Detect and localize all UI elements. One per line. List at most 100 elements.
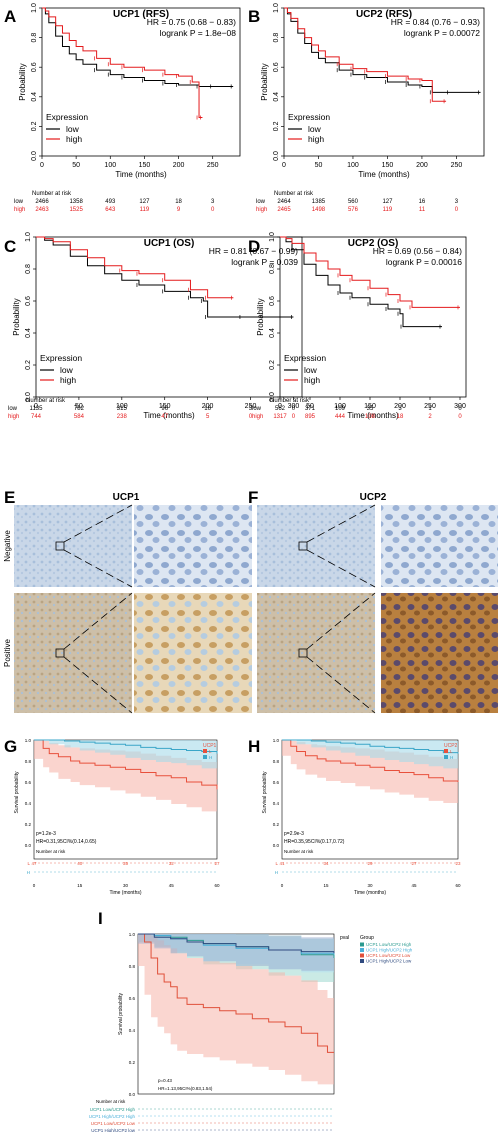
y-tick-label: 0.6 xyxy=(273,62,280,72)
ci-plot-G: 0.0 0.2 0.4 0.6 0.8 1.0 Survival probability UC… xyxy=(14,738,220,896)
y-tick-label: 0.0 xyxy=(25,843,32,848)
y-tick-label: 0.8 xyxy=(273,33,280,43)
plot-frame xyxy=(283,7,485,157)
panel-letter-I: I xyxy=(98,909,103,928)
x-tick-label: 0 xyxy=(278,403,282,410)
risk-cell: 315 xyxy=(117,406,128,412)
km-plot-C: 0.00.20.40.60.81.00 50 100 150 200 250 300Time… xyxy=(8,232,303,420)
risk-cell: 2465 xyxy=(277,207,291,213)
ci-band-H xyxy=(282,740,458,769)
series-line-L xyxy=(34,739,218,790)
x-tick-label: 0 xyxy=(40,162,44,169)
x-tick-label: 100 xyxy=(334,403,346,410)
y-tick-label: 0.6 xyxy=(273,780,280,785)
risk-cell: 444 xyxy=(335,414,346,420)
x-tick-label: 250 xyxy=(424,403,436,410)
y-tick-label: 0.8 xyxy=(25,759,32,764)
legend-title: Expression xyxy=(40,353,82,363)
series-line-high xyxy=(36,236,234,299)
risk-cell: 2466 xyxy=(35,199,49,205)
risk-cell: 0 xyxy=(292,406,296,412)
y-tick-label: 0.4 xyxy=(25,328,32,338)
risk-cell: 35 xyxy=(123,861,129,866)
x-tick-label: 0 xyxy=(34,403,38,410)
risk-cell: 119 xyxy=(140,207,150,213)
risk-table-label: Number at risk xyxy=(96,1099,126,1104)
risk-cell: 0 xyxy=(249,414,253,420)
x-axis-label: Time (months) xyxy=(143,411,195,420)
x-tick-label: 200 xyxy=(416,162,428,169)
y-axis-label: Probability xyxy=(256,298,265,335)
y-tick-label: 0.8 xyxy=(31,33,38,43)
legend-label-H: H xyxy=(209,755,212,760)
risk-table-label: Number at risk xyxy=(36,849,66,854)
legend-label-low: low xyxy=(308,124,322,134)
risk-table-label: Number at risk xyxy=(270,398,310,404)
p-text: p=1.2e-3 xyxy=(36,831,56,837)
risk-cell: 1317 xyxy=(273,414,287,420)
x-tick-label: 200 xyxy=(173,162,185,169)
y-tick-label: 0.2 xyxy=(269,360,276,370)
risk-cell: 1498 xyxy=(312,207,326,213)
risk-cell: 1525 xyxy=(69,207,83,213)
y-tick-label: 0.2 xyxy=(129,1060,136,1065)
ihc-zoom-line xyxy=(306,592,376,650)
hr-text: HR=1.13,95CI%(0.83,1.54) xyxy=(158,1086,213,1091)
hr-text: HR = 0.84 (0.76 − 0.93) xyxy=(391,17,480,27)
y-axis-label: Survival probability xyxy=(262,771,268,813)
risk-row-name-high: high xyxy=(14,207,25,213)
ihc-panel-F: UCP2 xyxy=(257,492,498,714)
x-tick-label: 0 xyxy=(281,883,284,888)
ihc-title: UCP2 xyxy=(360,492,387,503)
x-tick-label: 45 xyxy=(169,883,175,888)
x-tick-label: 200 xyxy=(394,403,406,410)
panel-letter-C: C xyxy=(4,237,16,256)
y-tick-label: 0.4 xyxy=(31,92,38,102)
y-axis-label: Probability xyxy=(18,63,27,100)
x-axis-label: Time (months) xyxy=(109,890,141,896)
y-tick-label: 1.0 xyxy=(269,232,276,242)
risk-row-name-low: low xyxy=(256,199,266,205)
km-plot-A: 0.0 0.2 0.4 0.6 0.8 1.0 0 50 100 150 200 250 Time (m… xyxy=(14,3,241,213)
panel-letter-H: H xyxy=(248,737,260,756)
risk-cell: 1385 xyxy=(312,199,326,205)
x-tick-label: 0 xyxy=(33,883,36,888)
y-axis-label: Probability xyxy=(12,298,21,335)
y-tick-label: 1.0 xyxy=(25,232,32,242)
x-tick-label: 300 xyxy=(288,403,300,410)
legend-label-L: L xyxy=(450,749,453,754)
panel-letter-D: D xyxy=(248,237,260,256)
risk-cell: 40 xyxy=(77,861,83,866)
risk-row-name-UCP1 Low/UCP2 Low: UCP1 Low/UCP2 Low xyxy=(91,1121,136,1126)
ihc-row-label: Negative xyxy=(3,530,12,562)
y-tick-label: 0.6 xyxy=(129,996,136,1001)
x-tick-label: 50 xyxy=(72,162,80,169)
y-tick-label: 1.0 xyxy=(31,3,38,13)
risk-row-name-low: low xyxy=(8,406,18,412)
risk-row-name-high: high xyxy=(256,207,267,213)
y-tick-label: 0.4 xyxy=(273,801,280,806)
ihc-row-label: Positive xyxy=(3,638,12,667)
risk-cell: 1358 xyxy=(69,199,83,205)
panel-letter-F: F xyxy=(248,488,258,507)
y-tick-label: 0.2 xyxy=(31,121,38,131)
p-text: logrank P = 0.00016 xyxy=(386,257,462,267)
risk-cell: 3 xyxy=(398,406,402,412)
hr-text: HR = 0.75 (0.68 − 0.83) xyxy=(147,17,236,27)
legend-title: Expression xyxy=(284,353,326,363)
ihc-highmag-image xyxy=(134,593,252,713)
risk-cell: 16 xyxy=(419,199,426,205)
risk-cell: 127 xyxy=(139,199,150,205)
risk-cell: 34 xyxy=(323,861,329,866)
y-axis-label: Survival probability xyxy=(14,771,20,813)
y-tick-label: 0.4 xyxy=(25,801,32,806)
legend-swatch-L xyxy=(444,749,448,753)
risk-cell: 371 xyxy=(305,406,316,412)
series-line-high xyxy=(280,236,460,308)
risk-row-name-L: L xyxy=(27,861,30,866)
risk-cell: 5 xyxy=(206,414,210,420)
risk-cell: 643 xyxy=(105,207,116,213)
x-tick-label: 15 xyxy=(77,883,83,888)
legend-label-low: low xyxy=(66,124,80,134)
